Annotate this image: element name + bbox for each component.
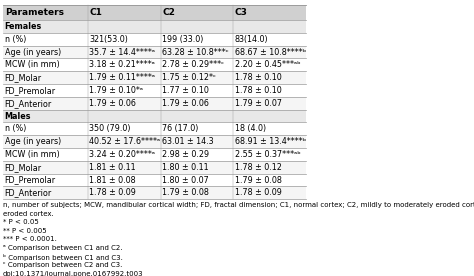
Text: 1.80 ± 0.07: 1.80 ± 0.07 bbox=[162, 176, 209, 185]
Text: 1.79 ± 0.08: 1.79 ± 0.08 bbox=[162, 188, 209, 197]
Text: FD_Premolar: FD_Premolar bbox=[5, 176, 56, 185]
Text: MCW (in mm): MCW (in mm) bbox=[5, 150, 59, 159]
Text: 199 (33.0): 199 (33.0) bbox=[162, 35, 203, 44]
Text: 2.78 ± 0.29***ᶜ: 2.78 ± 0.29***ᶜ bbox=[162, 60, 224, 69]
Bar bbox=[3, 135, 306, 148]
Text: C2: C2 bbox=[162, 8, 175, 17]
Text: 63.01 ± 14.3: 63.01 ± 14.3 bbox=[162, 137, 214, 146]
Text: 1.78 ± 0.09: 1.78 ± 0.09 bbox=[90, 188, 137, 197]
Text: 1.78 ± 0.09: 1.78 ± 0.09 bbox=[235, 188, 282, 197]
Text: ᶜ Comparison between C2 and C3.: ᶜ Comparison between C2 and C3. bbox=[3, 262, 122, 268]
Bar bbox=[3, 123, 306, 135]
Text: ᵇ Comparison between C1 and C3.: ᵇ Comparison between C1 and C3. bbox=[3, 254, 123, 261]
Text: 1.81 ± 0.11: 1.81 ± 0.11 bbox=[90, 163, 136, 172]
Text: 1.75 ± 0.12*ᶜ: 1.75 ± 0.12*ᶜ bbox=[162, 73, 216, 82]
Text: Parameters: Parameters bbox=[5, 8, 64, 17]
Text: 76 (17.0): 76 (17.0) bbox=[162, 124, 199, 133]
Text: 1.79 ± 0.11****ᵃ: 1.79 ± 0.11****ᵃ bbox=[90, 73, 155, 82]
Text: 1.79 ± 0.06: 1.79 ± 0.06 bbox=[162, 99, 209, 108]
Text: 3.18 ± 0.21****ᵃ: 3.18 ± 0.21****ᵃ bbox=[90, 60, 155, 69]
Bar bbox=[3, 161, 306, 174]
Text: 2.55 ± 0.37***ᵃᵇ: 2.55 ± 0.37***ᵃᵇ bbox=[235, 150, 301, 159]
Text: 68.67 ± 10.8****ᵇ: 68.67 ± 10.8****ᵇ bbox=[235, 47, 306, 57]
Text: ᵃ Comparison between C1 and C2.: ᵃ Comparison between C1 and C2. bbox=[3, 245, 123, 251]
Text: 1.78 ± 0.12: 1.78 ± 0.12 bbox=[235, 163, 282, 172]
Bar bbox=[3, 33, 306, 46]
Text: Females: Females bbox=[5, 22, 42, 31]
Text: 1.79 ± 0.08: 1.79 ± 0.08 bbox=[235, 176, 282, 185]
Text: FD_Premolar: FD_Premolar bbox=[5, 86, 56, 95]
Text: 68.91 ± 13.4****ᵇ: 68.91 ± 13.4****ᵇ bbox=[235, 137, 306, 146]
Bar bbox=[3, 5, 306, 20]
Text: 35.7 ± 14.4****ᵃ: 35.7 ± 14.4****ᵃ bbox=[90, 47, 155, 57]
Text: 40.52 ± 17.6****ᵃ: 40.52 ± 17.6****ᵃ bbox=[90, 137, 161, 146]
Bar bbox=[3, 148, 306, 161]
Bar bbox=[3, 110, 306, 123]
Text: MCW (in mm): MCW (in mm) bbox=[5, 60, 59, 69]
Bar bbox=[3, 20, 306, 33]
Text: ** P < 0.005: ** P < 0.005 bbox=[3, 228, 47, 234]
Bar bbox=[3, 187, 306, 199]
Text: 83(14.0): 83(14.0) bbox=[235, 35, 268, 44]
Text: 1.79 ± 0.10*ᵃ: 1.79 ± 0.10*ᵃ bbox=[90, 86, 144, 95]
Text: 1.81 ± 0.08: 1.81 ± 0.08 bbox=[90, 176, 136, 185]
Text: 18 (4.0): 18 (4.0) bbox=[235, 124, 266, 133]
Text: 1.77 ± 0.10: 1.77 ± 0.10 bbox=[162, 86, 209, 95]
Text: Age (in years): Age (in years) bbox=[5, 47, 61, 57]
Text: 350 (79.0): 350 (79.0) bbox=[90, 124, 131, 133]
Text: 1.79 ± 0.07: 1.79 ± 0.07 bbox=[235, 99, 282, 108]
Text: 2.98 ± 0.29: 2.98 ± 0.29 bbox=[162, 150, 209, 159]
Text: 1.78 ± 0.10: 1.78 ± 0.10 bbox=[235, 73, 282, 82]
Text: FD_Molar: FD_Molar bbox=[5, 73, 42, 82]
Text: 3.24 ± 0.20****ᵃ: 3.24 ± 0.20****ᵃ bbox=[90, 150, 155, 159]
Text: Males: Males bbox=[5, 112, 31, 121]
Text: 321(53.0): 321(53.0) bbox=[90, 35, 128, 44]
Text: 63.28 ± 10.8***ᶜ: 63.28 ± 10.8***ᶜ bbox=[162, 47, 228, 57]
Bar bbox=[3, 46, 306, 59]
Text: FD_Anterior: FD_Anterior bbox=[5, 99, 52, 108]
Text: C1: C1 bbox=[90, 8, 102, 17]
Bar bbox=[3, 174, 306, 187]
Text: FD_Molar: FD_Molar bbox=[5, 163, 42, 172]
Text: doi:10.1371/journal.pone.0167992.t003: doi:10.1371/journal.pone.0167992.t003 bbox=[3, 271, 144, 276]
Bar bbox=[3, 59, 306, 71]
Bar bbox=[3, 97, 306, 110]
Text: * P < 0.05: * P < 0.05 bbox=[3, 219, 39, 225]
Text: 1.80 ± 0.11: 1.80 ± 0.11 bbox=[162, 163, 209, 172]
Text: eroded cortex.: eroded cortex. bbox=[3, 211, 54, 217]
Text: 2.20 ± 0.45***ᵃᵇ: 2.20 ± 0.45***ᵃᵇ bbox=[235, 60, 301, 69]
Text: Age (in years): Age (in years) bbox=[5, 137, 61, 146]
Bar bbox=[3, 71, 306, 84]
Text: n (%): n (%) bbox=[5, 124, 26, 133]
Text: n (%): n (%) bbox=[5, 35, 26, 44]
Bar bbox=[3, 84, 306, 97]
Text: C3: C3 bbox=[235, 8, 247, 17]
Text: 1.79 ± 0.06: 1.79 ± 0.06 bbox=[90, 99, 137, 108]
Text: FD_Anterior: FD_Anterior bbox=[5, 188, 52, 197]
Text: n, number of subjects; MCW, mandibular cortical width; FD, fractal dimension; C1: n, number of subjects; MCW, mandibular c… bbox=[3, 202, 474, 208]
Text: *** P < 0.0001.: *** P < 0.0001. bbox=[3, 236, 57, 242]
Text: 1.78 ± 0.10: 1.78 ± 0.10 bbox=[235, 86, 282, 95]
